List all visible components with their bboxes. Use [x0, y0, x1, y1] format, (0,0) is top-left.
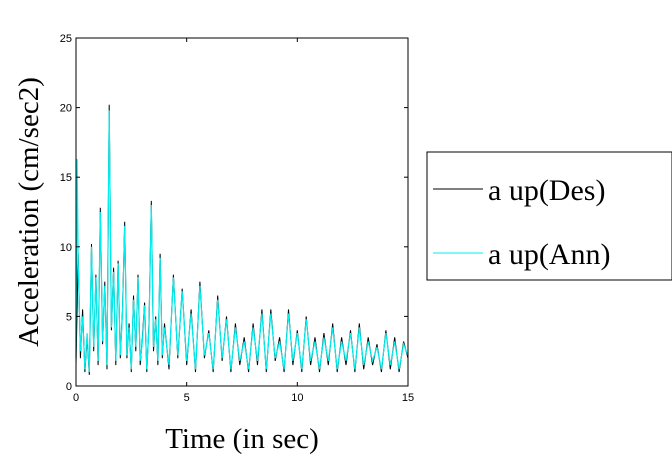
- y-tick-label: 15: [60, 172, 72, 184]
- plot-area: [76, 38, 408, 386]
- x-tick-label: 10: [291, 392, 303, 404]
- series-layer: [75, 104, 409, 375]
- x-axis-label: Time (in sec): [165, 423, 319, 455]
- legend-label-des: a up(Des): [488, 174, 605, 207]
- y-tick-label: 20: [60, 103, 72, 115]
- y-tick-label: 25: [60, 33, 72, 45]
- y-tick-label: 0: [66, 381, 72, 393]
- y-tick-label: 5: [66, 311, 72, 323]
- plot-frame: [75, 37, 409, 387]
- legend-label-ann: a up(Ann): [488, 238, 610, 271]
- legend: a up(Des) a up(Ann): [426, 151, 672, 281]
- tick-layer: 0 5 10 15 0 5 10 15 20 25: [60, 33, 414, 404]
- y-tick-label: 10: [60, 242, 72, 254]
- x-tick-label: 0: [73, 392, 79, 404]
- x-tick-label: 5: [184, 392, 190, 404]
- x-tick-label: 15: [402, 392, 414, 404]
- legend-box: [426, 151, 672, 281]
- series-line-ann: [75, 110, 409, 373]
- y-axis-label: Acceleration (cm/sec2): [13, 77, 45, 347]
